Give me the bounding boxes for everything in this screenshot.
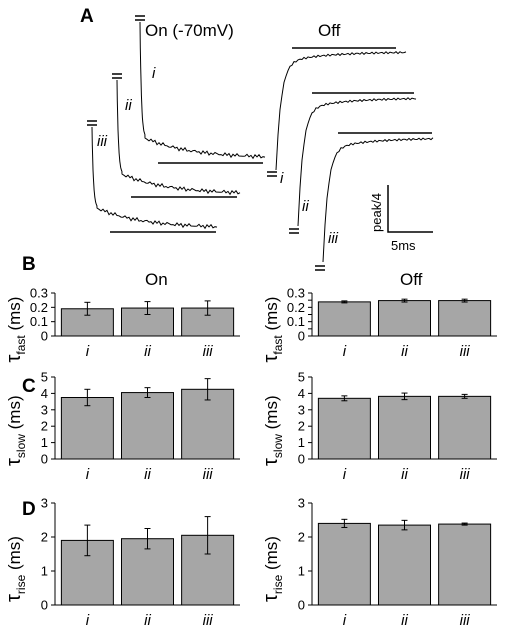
panel-c-on-bar-i bbox=[60, 397, 114, 460]
off-trace-ii bbox=[297, 97, 417, 227]
panel-b-on-category-label-i: i bbox=[86, 343, 90, 360]
panel-b-on-y-tick-label: 0.1 bbox=[30, 314, 48, 329]
panel-d-off-y-axis-label: τrise (ms) bbox=[260, 536, 285, 602]
panel-d-off-category-label-i: i bbox=[343, 612, 347, 629]
panel-letter-c: C bbox=[22, 376, 36, 397]
panel-b-on-y-tick-label: 0 bbox=[41, 329, 48, 344]
off-trace-iii bbox=[322, 137, 434, 263]
off-trace-label-iii: iii bbox=[328, 230, 339, 247]
panel-letter-b: B bbox=[22, 254, 36, 275]
panel-c-on-bar-iii bbox=[181, 388, 235, 460]
off-trace-i bbox=[275, 51, 407, 171]
panel-b-off-bar-i bbox=[317, 301, 371, 337]
panel-b-off-y-axis-label: τfast (ms) bbox=[260, 297, 285, 363]
panel-letter-d: D bbox=[22, 499, 36, 520]
off-trace-title: Off bbox=[318, 21, 341, 40]
panel-c-off-category-label-ii: ii bbox=[401, 466, 408, 483]
panel-b-off-bar-ii bbox=[378, 300, 431, 337]
panel-d-off-bar-iii bbox=[438, 523, 492, 606]
panel-b-on-category-label-iii: iii bbox=[203, 343, 214, 360]
panel-c-on-category-label-ii: ii bbox=[144, 466, 151, 483]
panel-c-on-y-axis-label: τslow (ms) bbox=[3, 395, 28, 466]
scale-bar-y-label: peak/4 bbox=[369, 193, 384, 232]
panel-c-off-y-axis-label: τslow (ms) bbox=[260, 395, 285, 466]
on-trace-ii bbox=[116, 79, 241, 196]
panel-d-on-category-label-i: i bbox=[86, 612, 90, 629]
panel-c-off-y-tick-label: 2 bbox=[298, 419, 305, 434]
scale-bar bbox=[387, 185, 433, 233]
on-trace-label-iii: iii bbox=[97, 133, 108, 150]
on-trace-label-ii: ii bbox=[125, 97, 132, 114]
panel-c-off-y-tick-label: 3 bbox=[298, 402, 305, 417]
panel-b-off-category-label-ii: ii bbox=[401, 343, 408, 360]
panel-b-off-category-label-i: i bbox=[343, 343, 347, 360]
panel-c-off-bar-ii bbox=[378, 395, 431, 460]
column-title-off: Off bbox=[400, 270, 423, 289]
on-trace-iii bbox=[91, 126, 218, 230]
panel-b-off-y-tick-label: 0.1 bbox=[287, 314, 305, 329]
panel-c-on-y-tick-label: 4 bbox=[41, 386, 48, 401]
panel-c-on-category-label-i: i bbox=[86, 466, 90, 483]
panel-b-on-y-tick-label: 0.3 bbox=[30, 286, 48, 301]
panel-d-on-category-label-ii: ii bbox=[144, 612, 151, 629]
panel-c-off-y-tick-label: 4 bbox=[298, 386, 305, 401]
panel-c-on-bar-ii bbox=[121, 392, 174, 460]
panel-c-off-category-label-iii: iii bbox=[460, 466, 471, 483]
panel-d-on-y-tick-label: 2 bbox=[41, 530, 48, 545]
panel-b-on-y-tick-label: 0.2 bbox=[30, 300, 48, 315]
column-title-on: On bbox=[145, 270, 168, 289]
off-trace-label-i: i bbox=[280, 170, 284, 187]
on-trace-i bbox=[139, 21, 266, 160]
panel-letter-a: A bbox=[80, 6, 94, 27]
panel-d-on-bar-ii bbox=[121, 538, 174, 606]
panel-d-on-y-tick-label: 3 bbox=[41, 496, 48, 511]
panel-b-off-bar-iii bbox=[438, 300, 492, 337]
panel-d-on-category-label-iii: iii bbox=[203, 612, 214, 629]
panel-c-off-y-tick-label: 5 bbox=[298, 370, 305, 385]
panel-b-off-category-label-iii: iii bbox=[460, 343, 471, 360]
on-trace-label-i: i bbox=[152, 65, 156, 82]
on-trace-title: On (-70mV) bbox=[145, 21, 234, 40]
panel-d-off-bar-ii bbox=[378, 524, 431, 606]
panel-c-off-y-tick-label: 0 bbox=[298, 452, 305, 467]
panel-d-on-y-tick-label: 0 bbox=[41, 598, 48, 613]
panel-c-on-y-tick-label: 0 bbox=[41, 452, 48, 467]
panel-c-off-category-label-i: i bbox=[343, 466, 347, 483]
panel-b-on-y-axis-label: τfast (ms) bbox=[3, 297, 28, 363]
panel-d-off-y-tick-label: 2 bbox=[298, 530, 305, 545]
panel-b-off-y-tick-label: 0.3 bbox=[287, 286, 305, 301]
panel-b-off-y-tick-label: 0 bbox=[298, 329, 305, 344]
panel-c-on-y-tick-label: 5 bbox=[41, 370, 48, 385]
panel-d-off-bar-i bbox=[317, 522, 371, 606]
off-trace-label-ii: ii bbox=[302, 198, 309, 215]
panel-d-off-y-tick-label: 0 bbox=[298, 598, 305, 613]
panel-c-off-y-tick-label: 1 bbox=[298, 435, 305, 450]
panel-d-on-y-axis-label: τrise (ms) bbox=[3, 536, 28, 602]
panel-c-on-y-tick-label: 2 bbox=[41, 419, 48, 434]
panel-c-on-y-tick-label: 1 bbox=[41, 435, 48, 450]
panel-c-on-y-tick-label: 3 bbox=[41, 402, 48, 417]
panel-c-off-bar-iii bbox=[438, 395, 492, 460]
panel-b-on-category-label-ii: ii bbox=[144, 343, 151, 360]
panel-b-off-y-tick-label: 0.2 bbox=[287, 300, 305, 315]
panel-d-off-y-tick-label: 3 bbox=[298, 496, 305, 511]
scale-bar-x-label: 5ms bbox=[391, 238, 416, 253]
panel-d-off-y-tick-label: 1 bbox=[298, 564, 305, 579]
panel-c-on-category-label-iii: iii bbox=[203, 466, 214, 483]
panel-d-off-category-label-iii: iii bbox=[460, 612, 471, 629]
panel-c-off-bar-i bbox=[317, 397, 371, 460]
panel-a-traces: On (-70mV) Off i ii iii i ii iii peak/4 … bbox=[87, 15, 434, 271]
panel-d-on-y-tick-label: 1 bbox=[41, 564, 48, 579]
panel-d-off-category-label-ii: ii bbox=[401, 612, 408, 629]
